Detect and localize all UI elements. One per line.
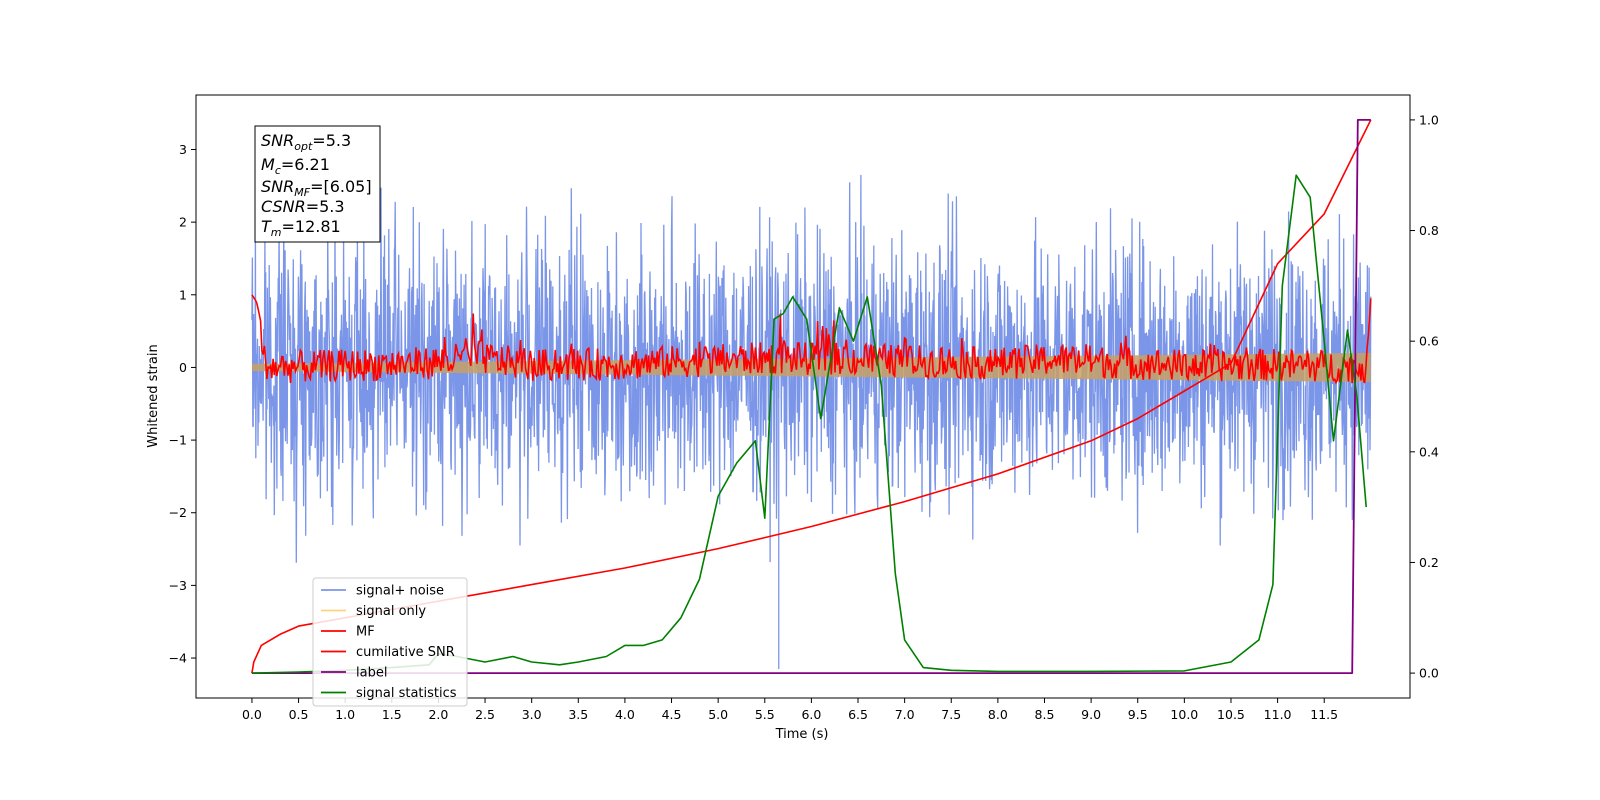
legend-label: signal statistics bbox=[356, 686, 457, 701]
axes: 0.0 0.5 1.0 1.5 2.0 2.5 3.0 3.5 4.0 4.5 5.0 5.5 6.0 6… bbox=[169, 112, 1439, 722]
annotation-tm: Tm=12.81 bbox=[261, 217, 341, 239]
x-tick-label: 2.0 bbox=[428, 707, 448, 722]
x-tick-label: 0.5 bbox=[289, 707, 309, 722]
x-tick-label: 6.5 bbox=[848, 707, 868, 722]
x-tick-label: 2.5 bbox=[475, 707, 495, 722]
y-tick-label: −1 bbox=[169, 433, 187, 448]
y-tick-label: 2 bbox=[179, 215, 187, 230]
y-tick-label: 3 bbox=[179, 142, 187, 157]
x-tick-label: 0.0 bbox=[242, 707, 262, 722]
y2-tick-label: 0.6 bbox=[1419, 334, 1439, 349]
x-axis-label: Time (s) bbox=[775, 727, 829, 742]
x-tick-label: 5.0 bbox=[708, 707, 728, 722]
x-tick-label: 1.0 bbox=[335, 707, 355, 722]
x-tick-label: 9.0 bbox=[1081, 707, 1101, 722]
legend-label: signal+ noise bbox=[356, 584, 444, 599]
y2-tick-label: 0.2 bbox=[1419, 555, 1439, 570]
x-tick-label: 8.5 bbox=[1035, 707, 1055, 722]
x-tick-label: 7.0 bbox=[895, 707, 915, 722]
series-signal-statistics bbox=[251, 174, 1367, 674]
legend-label: cumilative SNR bbox=[356, 645, 455, 660]
series-signal-noise bbox=[251, 174, 1372, 563]
x-tick-label: 11.0 bbox=[1264, 707, 1292, 722]
annotation-snr-opt: SNRopt=5.3 bbox=[261, 131, 351, 153]
x-tick-label: 3.0 bbox=[522, 707, 542, 722]
y2-tick-label: 1.0 bbox=[1419, 112, 1439, 127]
legend: signal+ noise signal only MF cumilative SNR… bbox=[312, 577, 468, 707]
x-tick-label: 8.0 bbox=[988, 707, 1008, 722]
x-tick-label: 4.5 bbox=[662, 707, 682, 722]
plot-area bbox=[251, 119, 1372, 674]
axes-frame bbox=[195, 94, 1411, 699]
y2-tick-label: 0.0 bbox=[1419, 666, 1439, 681]
y-tick-label: −3 bbox=[169, 578, 187, 593]
x-tick-label: 3.5 bbox=[568, 707, 588, 722]
x-tick-label: 10.5 bbox=[1217, 707, 1245, 722]
x-tick-label: 5.5 bbox=[755, 707, 775, 722]
x-tick-label: 11.5 bbox=[1310, 707, 1338, 722]
x-tick-label: 6.0 bbox=[801, 707, 821, 722]
x-tick-label: 4.0 bbox=[615, 707, 635, 722]
y-tick-label: −4 bbox=[169, 651, 187, 666]
series-label bbox=[251, 119, 1371, 674]
y2-tick-label: 0.4 bbox=[1419, 444, 1439, 459]
legend-label: signal only bbox=[356, 604, 426, 619]
annotation-csnr: CSNR=5.3 bbox=[261, 197, 345, 216]
x-tick-label: 9.5 bbox=[1128, 707, 1148, 722]
series-cumulative-snr bbox=[251, 119, 1372, 674]
x-tick-label: 10.0 bbox=[1170, 707, 1198, 722]
annotation-chirp-mass: Mc=6.21 bbox=[261, 155, 330, 177]
x-tick-label: 7.5 bbox=[941, 707, 961, 722]
y-tick-label: 0 bbox=[179, 360, 187, 375]
y-tick-label: −2 bbox=[169, 505, 187, 520]
y-axis-label: Whitened strain bbox=[146, 344, 161, 447]
y-tick-label: 1 bbox=[179, 287, 187, 302]
annotation-snr-mf: SNRMF=[6.05] bbox=[261, 177, 372, 199]
annotation-box: SNRopt=5.3 Mc=6.21 SNRMF=[6.05] CSNR=5.3… bbox=[254, 125, 381, 243]
legend-label: label bbox=[356, 666, 387, 681]
legend-label: MF bbox=[356, 625, 375, 640]
series-mf bbox=[251, 294, 1372, 385]
x-tick-label: 1.5 bbox=[382, 707, 402, 722]
y2-tick-label: 0.8 bbox=[1419, 223, 1439, 238]
